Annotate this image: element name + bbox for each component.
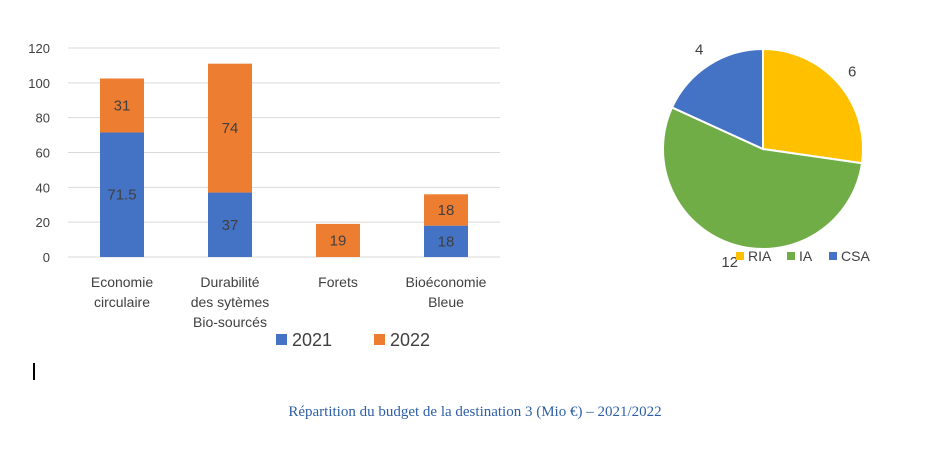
pie-chart: 6 12 4 RIA IA CSA <box>662 42 870 271</box>
category-label: Economie <box>91 274 153 290</box>
category-label: Durabilité <box>200 274 259 290</box>
y-tick-label: 0 <box>43 250 50 265</box>
stacked-bar-chart: 0 20 40 60 80 100 120 71.5 31 Economie circulaire 3… <box>28 41 500 350</box>
bar-segment-2022 <box>316 223 360 257</box>
category-label: Forets <box>318 274 358 290</box>
legend-swatch-RIA <box>736 252 744 260</box>
legend-label: 2022 <box>390 330 430 350</box>
y-tick-label: 100 <box>28 76 50 91</box>
legend-swatch-IA <box>787 252 795 260</box>
y-tick-label: 60 <box>36 146 50 161</box>
category-label: des sytèmes <box>191 294 270 310</box>
data-label: 31 <box>114 97 131 114</box>
y-tick-label: 80 <box>36 111 50 126</box>
legend-swatch-2021 <box>276 334 287 345</box>
category-label: circulaire <box>94 294 150 310</box>
pie-slice-IA <box>662 106 864 250</box>
y-tick-label: 120 <box>28 41 50 56</box>
pie-data-label: 4 <box>695 42 703 59</box>
data-label: 71.5 <box>107 187 136 204</box>
pie-data-label: 12 <box>721 254 738 271</box>
data-label: 19 <box>330 232 347 249</box>
pie-slice-RIA <box>762 47 864 165</box>
legend-label: RIA <box>748 248 772 264</box>
bar-segment-2021 <box>100 132 144 257</box>
category-label: Bio-sourcés <box>193 314 267 330</box>
bar-segment-2022 <box>100 78 144 133</box>
legend-swatch-2022 <box>374 334 385 345</box>
bar-segment-2021 <box>424 225 468 257</box>
figure-caption: Répartition du budget de la destination … <box>288 404 662 420</box>
text-cursor <box>33 363 35 380</box>
data-label: 74 <box>222 120 239 137</box>
bar-segment-2022 <box>208 63 252 193</box>
legend-label: CSA <box>841 248 870 264</box>
legend-swatch-CSA <box>829 252 837 260</box>
y-tick-label: 20 <box>36 215 50 230</box>
category-label: Bioéconomie <box>406 274 487 290</box>
bar-segment-2022 <box>424 194 468 226</box>
category-label: Bleue <box>428 294 464 310</box>
data-label: 37 <box>222 217 239 234</box>
legend-label: IA <box>799 248 813 264</box>
pie-data-label: 6 <box>848 64 856 81</box>
y-tick-label: 40 <box>36 180 50 195</box>
pie-slice-CSA <box>670 47 764 151</box>
legend-label: 2021 <box>292 330 332 350</box>
data-label: 18 <box>438 233 455 250</box>
data-label: 18 <box>438 202 455 219</box>
bar-segment-2021 <box>208 192 252 257</box>
